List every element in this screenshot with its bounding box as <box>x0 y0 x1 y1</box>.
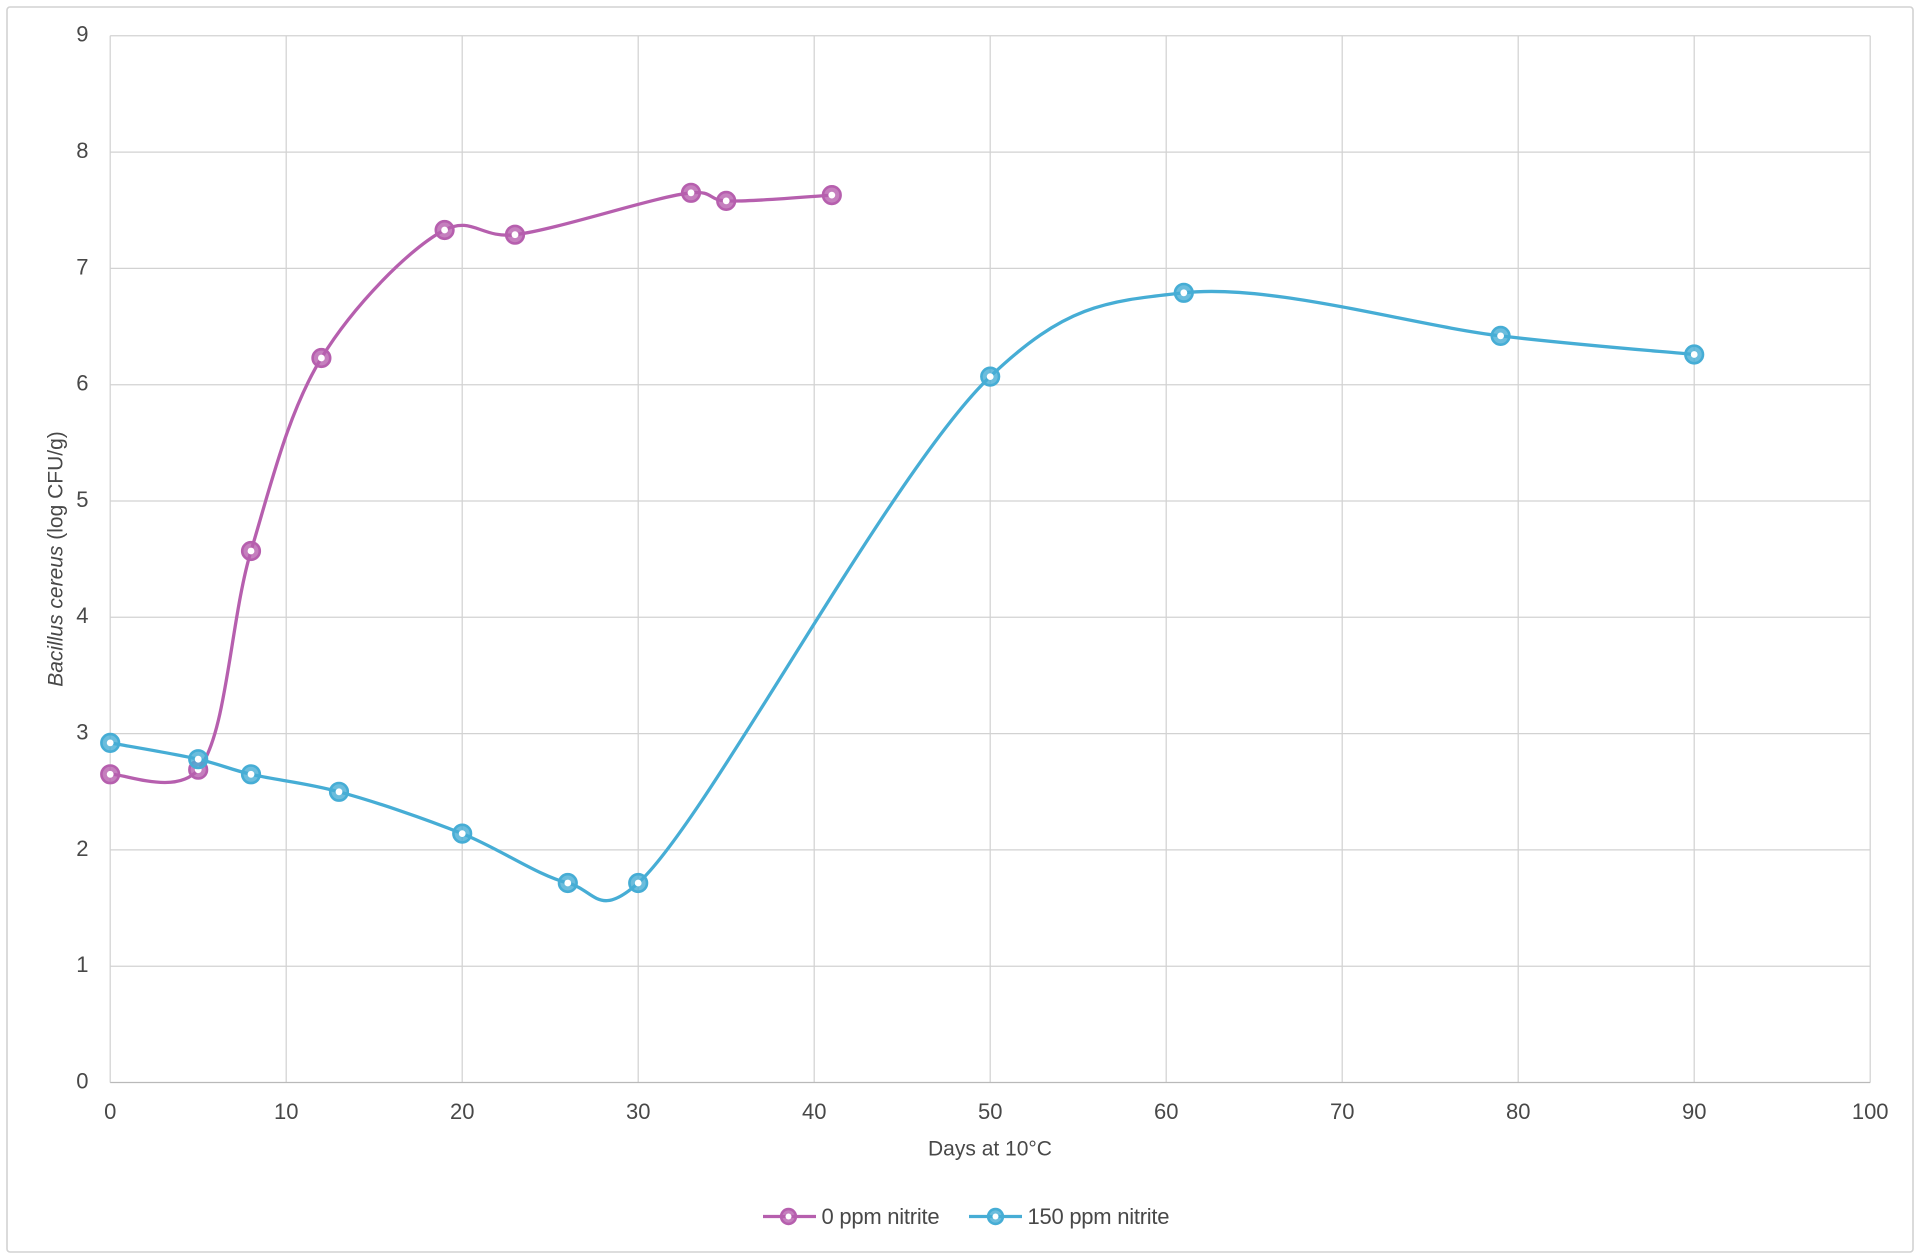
svg-text:60: 60 <box>1154 1099 1178 1124</box>
svg-text:40: 40 <box>802 1099 826 1124</box>
svg-text:5: 5 <box>76 487 88 512</box>
svg-text:10: 10 <box>274 1099 298 1124</box>
svg-text:150 ppm nitrite: 150 ppm nitrite <box>1028 1204 1170 1229</box>
svg-text:70: 70 <box>1330 1099 1354 1124</box>
svg-text:2: 2 <box>76 836 88 861</box>
svg-text:Bacillus cereus (log CFU/g): Bacillus cereus (log CFU/g) <box>45 431 68 687</box>
svg-text:3: 3 <box>76 720 88 745</box>
svg-text:100: 100 <box>1852 1099 1889 1124</box>
svg-text:9: 9 <box>76 22 88 47</box>
svg-text:90: 90 <box>1682 1099 1706 1124</box>
svg-text:1: 1 <box>76 952 88 977</box>
svg-text:80: 80 <box>1506 1099 1530 1124</box>
svg-text:20: 20 <box>450 1099 474 1124</box>
svg-text:30: 30 <box>626 1099 650 1124</box>
svg-text:50: 50 <box>978 1099 1002 1124</box>
svg-text:8: 8 <box>76 138 88 163</box>
svg-text:6: 6 <box>76 371 88 396</box>
svg-text:0: 0 <box>104 1099 116 1124</box>
svg-text:4: 4 <box>76 603 88 628</box>
svg-text:Days at 10°C: Days at 10°C <box>928 1138 1052 1161</box>
svg-text:0 ppm nitrite: 0 ppm nitrite <box>822 1204 940 1229</box>
svg-text:7: 7 <box>76 254 88 279</box>
svg-text:0: 0 <box>76 1068 88 1093</box>
